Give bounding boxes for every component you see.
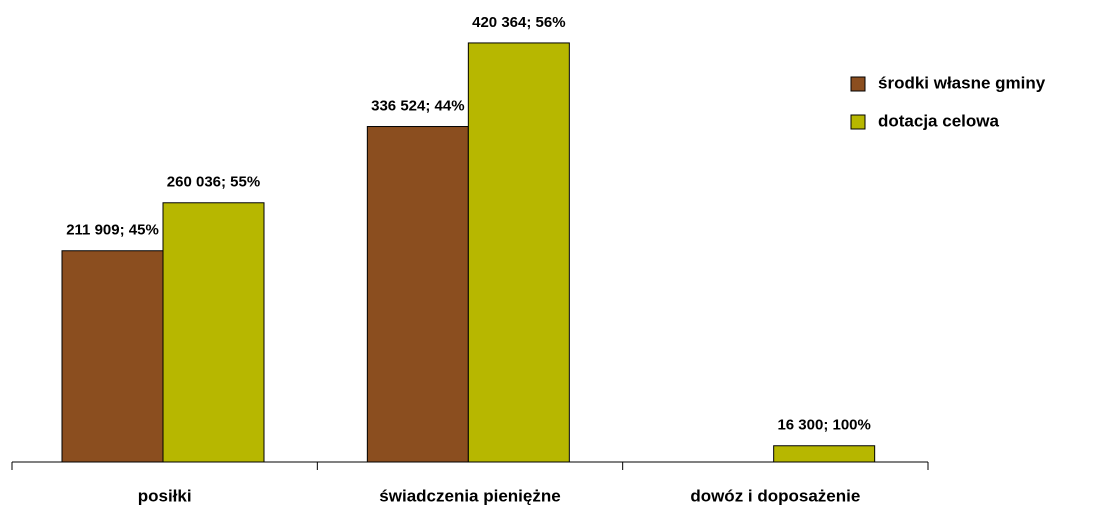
legend-swatch: [850, 114, 866, 130]
x-tick-label: dowóz i doposażenie: [690, 486, 860, 505]
value-label: 420 364; 56%: [472, 14, 565, 31]
legend-swatch: [850, 76, 866, 92]
bar: [467, 42, 570, 463]
legend-label: środki własne gminy: [878, 73, 1046, 92]
bar: [61, 250, 164, 463]
bar: [773, 445, 876, 463]
value-label: 260 036; 55%: [167, 174, 260, 191]
value-label: 16 300; 100%: [777, 417, 870, 434]
bar: [366, 126, 469, 463]
value-label: 336 524; 44%: [371, 97, 464, 114]
legend-label: dotacja celowa: [878, 111, 999, 130]
x-tick-label: posiłki: [138, 486, 192, 505]
bar: [162, 202, 265, 463]
value-label: 211 909; 45%: [66, 222, 159, 239]
x-tick-label: świadczenia pieniężne: [379, 486, 560, 505]
